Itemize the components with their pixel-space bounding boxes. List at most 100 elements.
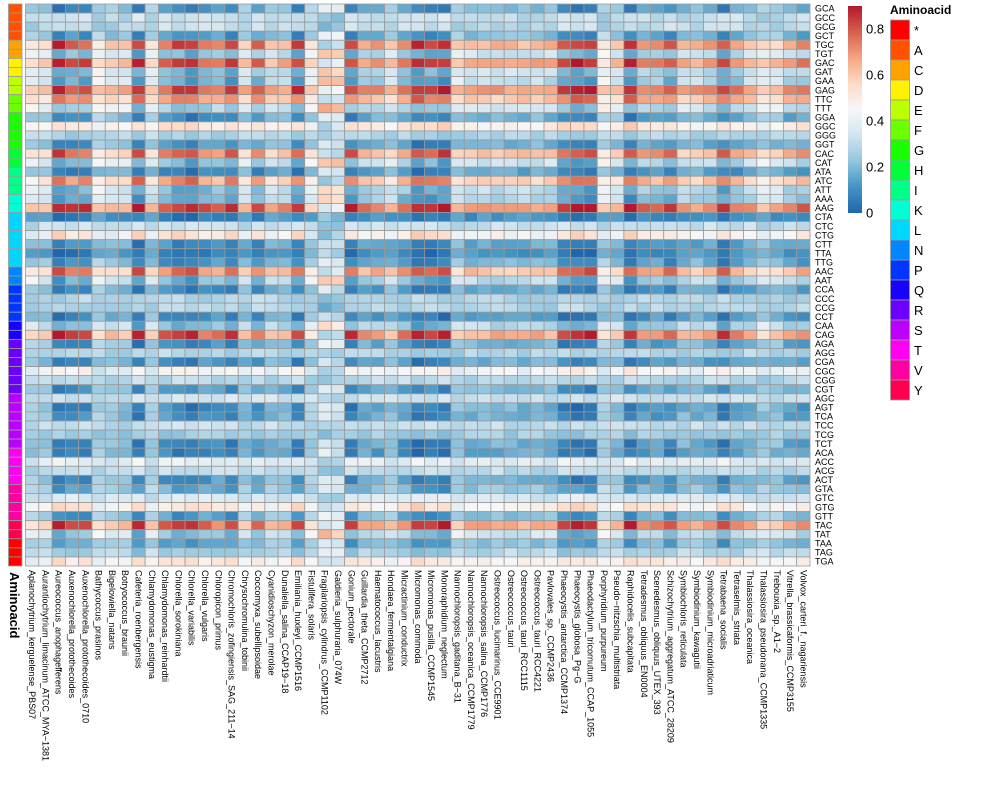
heatmap-cell-CGC-24 xyxy=(330,366,346,377)
heatmap-cell-ACT-51 xyxy=(689,474,705,485)
heatmap-cell-GAT-17 xyxy=(237,67,252,77)
heatmap-cell-GCC-37 xyxy=(503,12,518,23)
heatmap-cell-TTG-32 xyxy=(437,257,452,268)
heatmap-cell-GCC-52 xyxy=(703,12,718,23)
heatmap-cell-CCC-15 xyxy=(211,293,226,304)
heatmap-cell-TCA-54 xyxy=(729,411,744,422)
legend-label: L xyxy=(914,223,921,238)
heatmap-cell-CGT-5 xyxy=(78,384,93,395)
heatmap-cell-GTT-51 xyxy=(689,511,705,522)
heatmap-cell-TCA-35 xyxy=(477,411,492,422)
heatmap-cell-CAT-42 xyxy=(570,157,585,168)
heatmap-cell-AAA-23 xyxy=(317,193,332,204)
heatmap-cell-CTT-48 xyxy=(650,239,665,250)
heatmap-cell-CCT-53 xyxy=(716,311,731,322)
heatmap-cell-GTG-11 xyxy=(158,502,173,513)
heatmap-cell-TAG-38 xyxy=(517,547,532,558)
heatmap-cell-TGC-56 xyxy=(756,39,771,50)
heatmap-cell-CGA-33 xyxy=(450,357,465,367)
column-label: Fragilariopsis_cylindrus_CCMP1102 xyxy=(320,570,330,715)
heatmap-cell-AAC-23 xyxy=(317,266,332,277)
heatmap-cell-GGG-47 xyxy=(636,130,651,141)
heatmap-cell-CGG-53 xyxy=(716,375,731,386)
heatmap-cell-CCT-37 xyxy=(503,311,518,322)
heatmap-cell-ACG-20 xyxy=(277,465,292,476)
heatmap-cell-ATT-59 xyxy=(796,184,811,195)
heatmap-cell-GCC-2 xyxy=(38,12,53,23)
heatmap-cell-AGG-12 xyxy=(171,348,186,358)
heatmap-cell-GAT-6 xyxy=(91,67,106,77)
heatmap-cell-GCC-12 xyxy=(171,12,186,23)
heatmap-cell-GTG-42 xyxy=(570,502,585,513)
heatmap-cell-GTG-58 xyxy=(783,502,798,513)
heatmap-cell-CAT-4 xyxy=(64,157,80,168)
heatmap-cell-CCA-9 xyxy=(131,284,146,295)
heatmap-cell-AAA-11 xyxy=(158,193,173,204)
heatmap-cell-ATT-25 xyxy=(344,184,359,195)
heatmap-cell-TCC-18 xyxy=(251,420,266,431)
heatmap-cell-TTG-27 xyxy=(370,257,385,268)
heatmap-cell-CGA-7 xyxy=(104,357,119,367)
heatmap-cell-CGG-8 xyxy=(118,375,133,386)
heatmap-cell-GTC-15 xyxy=(211,493,226,503)
heatmap-cell-TAC-8 xyxy=(118,520,133,531)
heatmap-cell-GTG-57 xyxy=(769,502,784,513)
heatmap-cell-GTT-53 xyxy=(716,511,731,522)
heatmap-cell-CAC-8 xyxy=(118,148,133,159)
heatmap-cell-GTC-24 xyxy=(330,493,346,503)
heatmap-cell-TAG-49 xyxy=(663,547,678,558)
heatmap-cell-CTA-35 xyxy=(477,212,492,222)
heatmap-cell-TAC-13 xyxy=(184,520,199,531)
heatmap-cell-GGA-30 xyxy=(410,112,425,123)
heatmap-cell-AAC-32 xyxy=(437,266,452,277)
heatmap-cell-CCG-15 xyxy=(211,302,226,313)
heatmap-cell-TTT-36 xyxy=(490,103,505,114)
heatmap-cell-TGT-31 xyxy=(423,48,439,59)
heatmap-cell-AGT-11 xyxy=(158,402,173,413)
heatmap-cell-AGT-30 xyxy=(410,402,425,413)
heatmap-cell-AAT-31 xyxy=(423,275,439,286)
heatmap-cell-AAA-40 xyxy=(543,193,558,204)
heatmap-cell-CAT-13 xyxy=(184,157,199,168)
heatmap-cell-GTC-36 xyxy=(490,493,505,503)
heatmap-cell-TGA-54 xyxy=(729,556,744,567)
heatmap-cell-TCC-25 xyxy=(344,420,359,431)
heatmap-cell-CTG-1 xyxy=(25,230,40,241)
heatmap-cell-ACA-39 xyxy=(530,447,545,458)
heatmap-cell-CCT-13 xyxy=(184,311,199,322)
heatmap-cell-AAG-53 xyxy=(716,203,731,213)
annotation-cell-ACC xyxy=(8,456,23,467)
heatmap-cell-ATC-40 xyxy=(543,175,558,186)
heatmap-cell-CTA-6 xyxy=(91,212,106,222)
heatmap-cell-TGA-50 xyxy=(676,556,691,567)
heatmap-cell-GTG-12 xyxy=(171,502,186,513)
heatmap-cell-CCA-3 xyxy=(51,284,66,295)
heatmap-cell-CCC-25 xyxy=(344,293,359,304)
heatmap-cell-TTT-52 xyxy=(703,103,718,114)
heatmap-cell-GAT-45 xyxy=(610,67,625,77)
heatmap-cell-TGC-53 xyxy=(716,39,731,50)
heatmap-cell-TCC-5 xyxy=(78,420,93,431)
heatmap-cell-GCG-38 xyxy=(517,21,532,32)
heatmap-cell-GTT-52 xyxy=(703,511,718,522)
heatmap-cell-ACT-45 xyxy=(610,474,625,485)
heatmap-cell-GGG-7 xyxy=(104,130,119,141)
heatmap-cell-CGT-24 xyxy=(330,384,346,395)
heatmap-cell-AGC-24 xyxy=(330,393,346,404)
heatmap-cell-CAG-2 xyxy=(38,329,53,340)
heatmap-cell-CGG-3 xyxy=(51,375,66,386)
heatmap-cell-CTT-52 xyxy=(703,239,718,250)
heatmap-cell-TAG-11 xyxy=(158,547,173,558)
heatmap-cell-ATA-46 xyxy=(623,166,638,177)
heatmap-cell-CCC-10 xyxy=(144,293,159,304)
heatmap-cell-ATC-57 xyxy=(769,175,784,186)
heatmap-cell-GCA-48 xyxy=(650,3,665,14)
heatmap-cell-CTG-31 xyxy=(423,230,439,241)
column-label: Monoraphidium_neglectum xyxy=(439,570,449,679)
heatmap-cell-CAA-24 xyxy=(330,320,346,331)
heatmap-cell-CGT-48 xyxy=(650,384,665,395)
heatmap-cell-AGG-25 xyxy=(344,348,359,358)
heatmap-cell-AAT-41 xyxy=(556,275,572,286)
heatmap-cell-TCG-46 xyxy=(623,429,638,440)
heatmap-cell-AGG-29 xyxy=(397,348,412,358)
